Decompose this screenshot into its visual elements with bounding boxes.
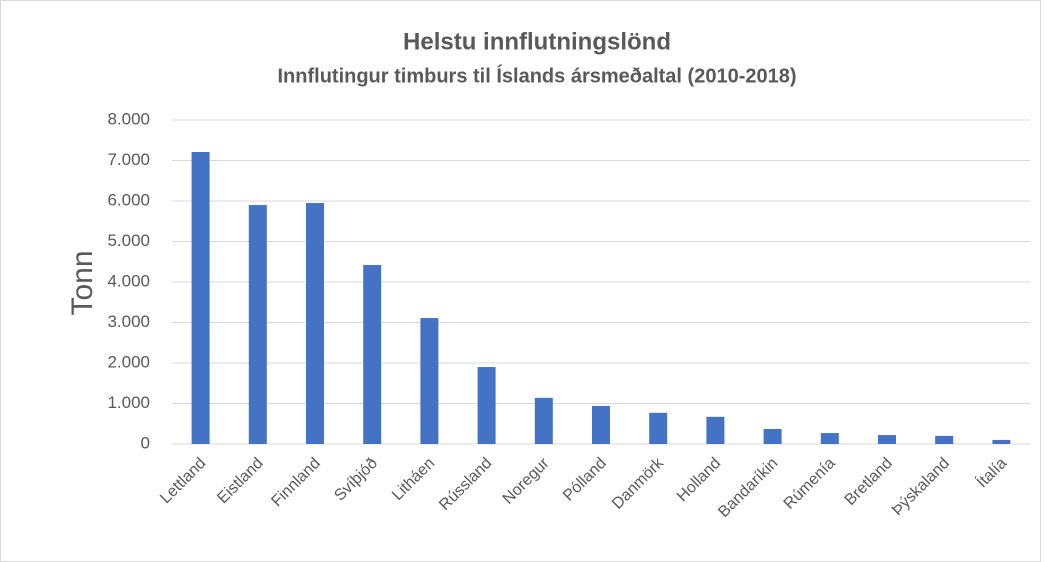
y-tick-label: 5.000 bbox=[107, 231, 150, 250]
y-tick-label: 4.000 bbox=[107, 271, 150, 290]
y-tick-label: 8.000 bbox=[107, 109, 150, 128]
y-tick-label: 6.000 bbox=[107, 190, 150, 209]
y-tick-label: 1.000 bbox=[107, 393, 150, 412]
bar bbox=[420, 318, 439, 444]
bar bbox=[248, 205, 267, 444]
bar bbox=[878, 435, 896, 444]
chart-title: Helstu innflutningslönd bbox=[403, 28, 671, 55]
y-axis-label: Tonn bbox=[66, 250, 99, 315]
bar bbox=[592, 405, 610, 444]
bar bbox=[706, 416, 725, 444]
bar bbox=[992, 439, 1011, 444]
y-tick-label: 3.000 bbox=[107, 312, 150, 331]
y-tick-label: 2.000 bbox=[107, 352, 150, 371]
bar bbox=[649, 412, 668, 444]
bar bbox=[306, 203, 324, 444]
bar bbox=[363, 264, 382, 444]
chart-subtitle: Innflutingur timburs til Íslands ársmeða… bbox=[277, 64, 796, 87]
y-tick-label: 0 bbox=[141, 433, 150, 452]
bar bbox=[935, 435, 954, 444]
bar bbox=[763, 429, 782, 444]
bar bbox=[477, 367, 496, 444]
bar bbox=[820, 433, 839, 444]
y-tick-label: 7.000 bbox=[107, 150, 150, 169]
bar bbox=[191, 151, 210, 444]
bar bbox=[534, 397, 553, 444]
